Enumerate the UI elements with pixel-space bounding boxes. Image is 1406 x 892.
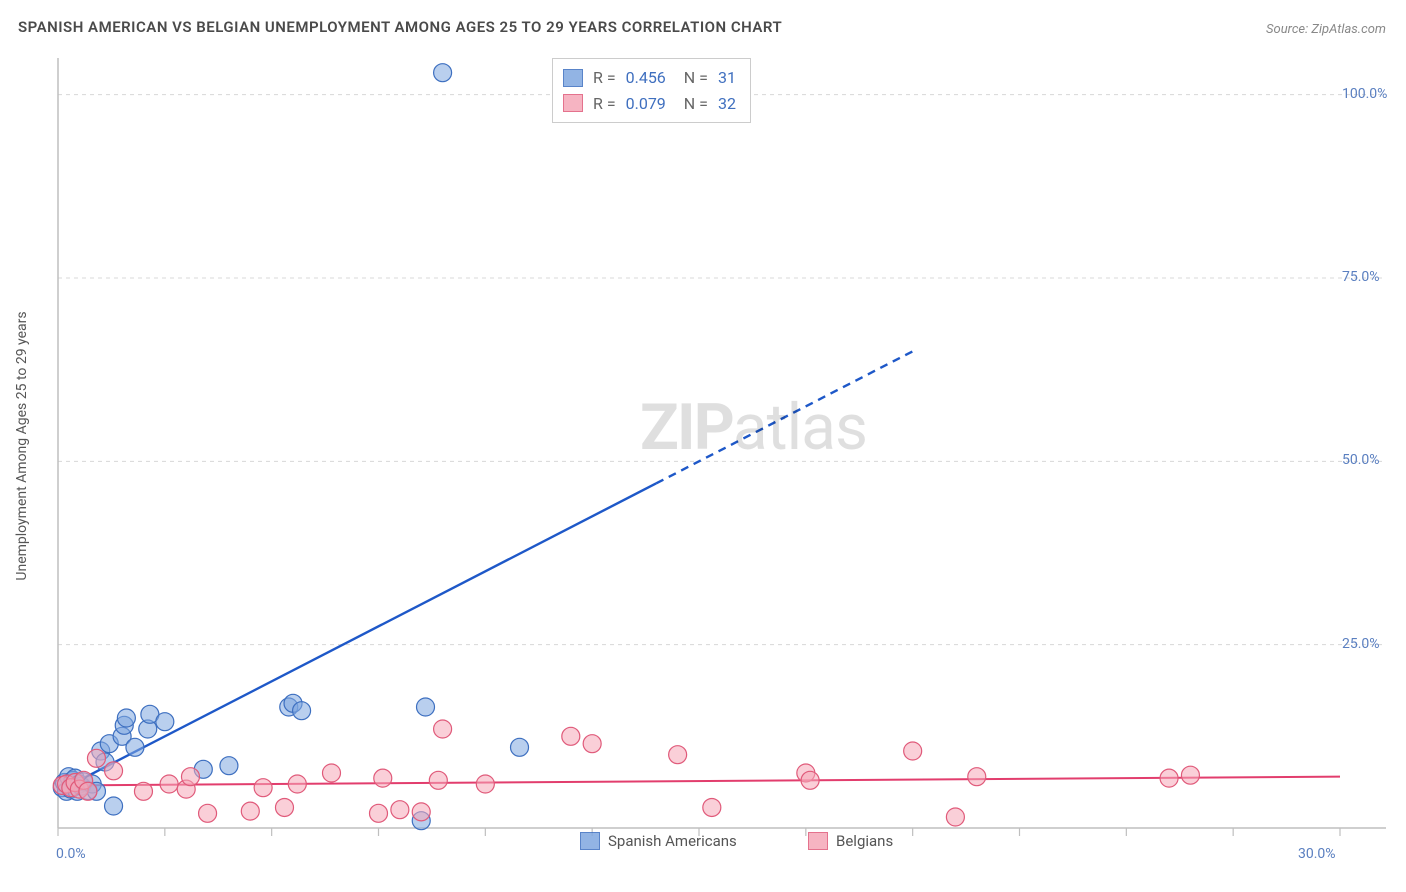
legend-r-label: R = [593,65,616,91]
y-tick-label: 100.0% [1342,86,1387,102]
legend-n-value: 31 [718,65,736,91]
scatter-point [126,738,144,756]
chart-title: SPANISH AMERICAN VS BELGIAN UNEMPLOYMENT… [18,18,782,36]
legend-n-label: N = [684,91,708,117]
plot-svg [50,58,1386,838]
legend-stats-box: R = 0.456 N = 31 R = 0.079 N = 32 [552,58,751,123]
legend-label: Spanish Americans [608,832,737,850]
scatter-point [220,757,238,775]
trend-line [58,483,656,791]
trend-line-dashed [656,351,912,483]
scatter-point [134,782,152,800]
y-tick-label: 50.0% [1342,452,1380,468]
scatter-point [293,702,311,720]
scatter-point [511,738,529,756]
y-axis-label: Unemployment Among Ages 25 to 29 years [14,311,30,580]
scatter-point [1181,766,1199,784]
x-tick-label: 0.0% [56,846,86,862]
legend-swatch [563,94,583,112]
scatter-point [476,775,494,793]
legend-r-value: 0.079 [626,91,666,117]
scatter-point [669,746,687,764]
scatter-point [181,768,199,786]
scatter-point [801,771,819,789]
scatter-point [370,804,388,822]
scatter-point [79,782,97,800]
scatter-point [1160,769,1178,787]
x-tick-label: 30.0% [1298,846,1336,862]
scatter-point [391,801,409,819]
scatter-plot [50,58,1386,838]
legend-stats-row: R = 0.079 N = 32 [563,91,736,117]
scatter-point [156,713,174,731]
scatter-point [105,762,123,780]
legend-n-value: 32 [718,91,736,117]
scatter-point [254,779,272,797]
trend-line [58,777,1340,786]
scatter-point [322,764,340,782]
legend-swatch [580,832,600,850]
bottom-legend-item: Belgians [808,832,893,850]
scatter-point [946,808,964,826]
scatter-point [583,735,601,753]
scatter-point [434,64,452,82]
scatter-point [417,698,435,716]
legend-n-label: N = [684,65,708,91]
y-tick-label: 75.0% [1342,269,1380,285]
scatter-point [562,727,580,745]
scatter-point [904,742,922,760]
legend-r-value: 0.456 [626,65,666,91]
scatter-point [703,798,721,816]
scatter-point [412,803,430,821]
legend-stats-row: R = 0.456 N = 31 [563,65,736,91]
bottom-legend-item: Spanish Americans [580,832,737,850]
legend-swatch [808,832,828,850]
legend-r-label: R = [593,91,616,117]
legend-label: Belgians [836,832,893,850]
y-tick-label: 25.0% [1342,636,1380,652]
scatter-point [434,720,452,738]
source-label: Source: ZipAtlas.com [1266,22,1386,37]
scatter-point [429,771,447,789]
scatter-point [105,797,123,815]
scatter-point [199,804,217,822]
scatter-point [87,749,105,767]
scatter-point [288,775,306,793]
scatter-point [117,709,135,727]
legend-swatch [563,69,583,87]
scatter-point [275,798,293,816]
scatter-point [160,775,178,793]
scatter-point [374,769,392,787]
scatter-point [968,768,986,786]
scatter-point [241,802,259,820]
